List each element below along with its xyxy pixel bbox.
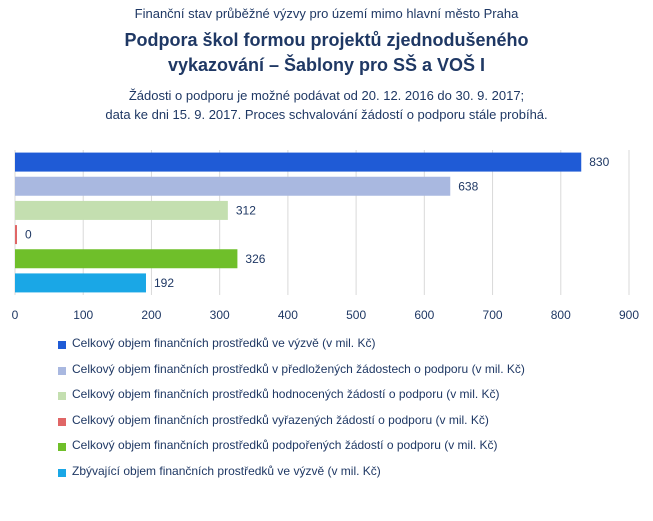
legend-swatch	[58, 417, 66, 426]
bar-value-label: 638	[458, 179, 478, 193]
bar	[15, 152, 582, 172]
x-tick-label: 400	[278, 308, 298, 322]
x-tick-label: 700	[483, 308, 503, 322]
bar-value-label: 326	[245, 252, 265, 266]
bar	[15, 249, 238, 269]
bar	[15, 273, 146, 293]
legend-swatch	[58, 443, 66, 451]
chart-supertitle: Finanční stav průběžné výzvy pro území m…	[134, 6, 519, 21]
legend-swatch	[58, 366, 66, 375]
legend-label: Celkový objem finančních prostředků v př…	[72, 361, 525, 376]
chart-title-line-1: Podpora škol formou projektů zjednodušen…	[124, 30, 529, 50]
legend-label: Celkový objem finančních prostředků vyřa…	[72, 412, 489, 427]
bar	[15, 176, 451, 196]
bar-value-label: 312	[236, 203, 256, 217]
legend-swatch	[58, 341, 66, 349]
x-tick-label: 300	[210, 308, 230, 322]
bar	[15, 200, 228, 220]
bar-value-label: 0	[25, 228, 32, 242]
chart-subtitle: Žádosti o podporu je možné podávat od 20…	[0, 86, 653, 124]
x-tick-label: 800	[551, 308, 571, 322]
legend-label: Celkový objem finančních prostředků hodn…	[72, 387, 500, 401]
chart-title: Podpora škol formou projektů zjednodušen…	[0, 28, 653, 78]
bar-chart: 0 100 200 300 400 500 600 700 800 900 830 638 312 0 32…	[12, 150, 639, 322]
x-tick-label: 100	[73, 308, 93, 322]
bar	[15, 225, 17, 245]
legend-label: Zbývající objem finančních prostředků ve…	[72, 463, 381, 478]
x-tick-label: 600	[414, 308, 434, 322]
x-tick-label: 900	[619, 308, 639, 322]
legend-swatch	[58, 468, 66, 477]
bar-value-label: 192	[154, 276, 174, 290]
chart-subtitle-line-2: data ke dni 15. 9. 2017. Proces schvalov…	[105, 107, 548, 122]
legend-label: Celkový objem finančních prostředků podp…	[72, 438, 498, 452]
x-tick-label: 500	[346, 308, 366, 322]
x-tick-label: 0	[12, 308, 19, 322]
chart-subtitle-line-1: Žádosti o podporu je možné podávat od 20…	[128, 88, 525, 103]
x-tick-label: 200	[141, 308, 161, 322]
bar-value-label: 830	[589, 155, 609, 169]
legend-label: Celkový objem finančních prostředků ve v…	[72, 336, 376, 350]
legend-swatch	[58, 392, 66, 400]
chart-title-line-2: vykazování – Šablony pro SŠ a VOŠ I	[167, 55, 486, 75]
